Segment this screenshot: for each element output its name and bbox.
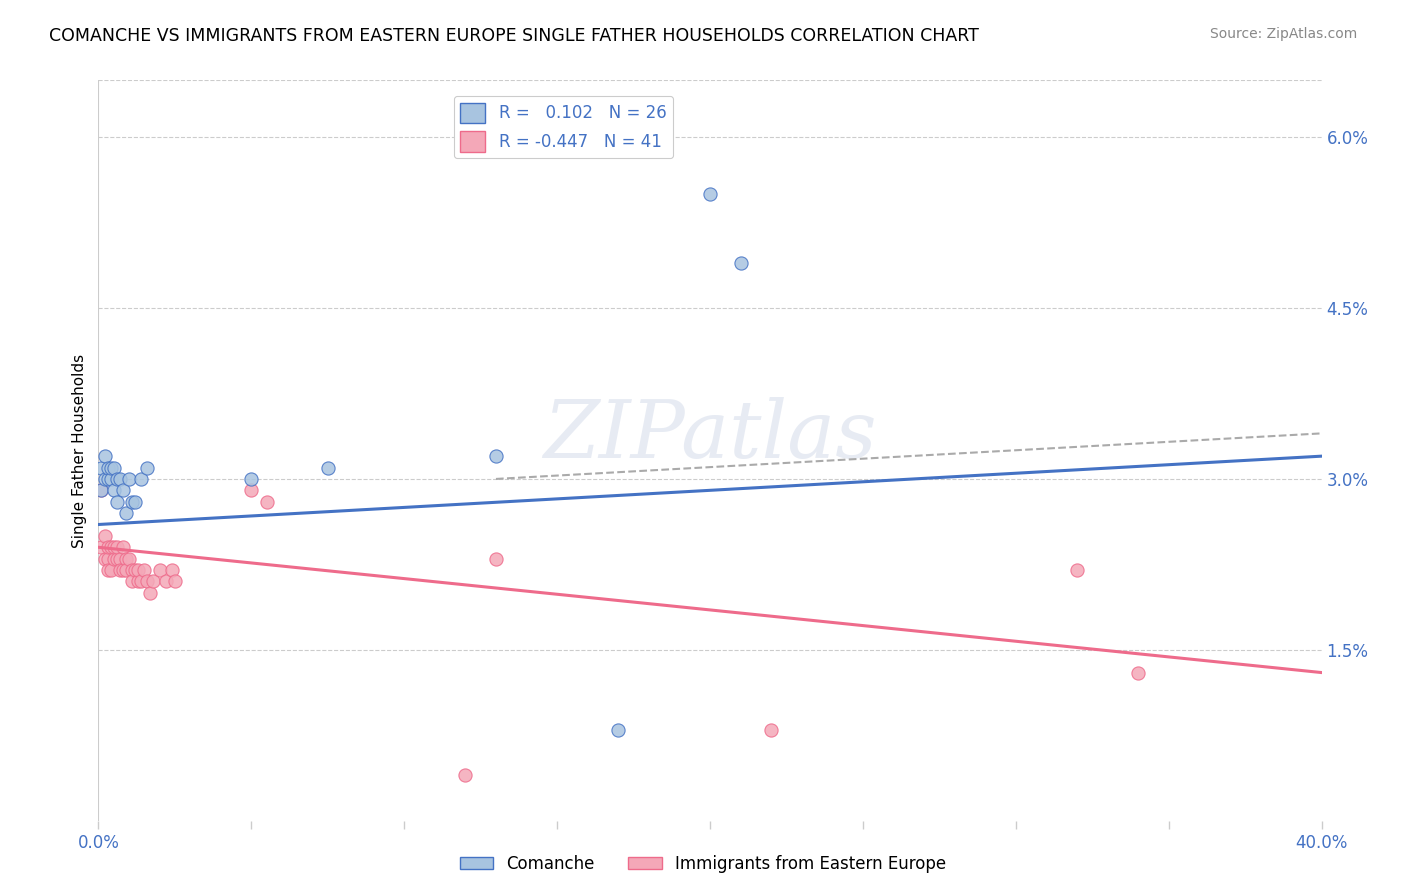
Point	[485, 449, 508, 463]
Point	[103, 483, 125, 498]
Point	[100, 563, 122, 577]
Point	[97, 551, 120, 566]
Point	[485, 551, 508, 566]
Point	[100, 541, 122, 555]
Legend: R =   0.102   N = 26, R = -0.447   N = 41: R = 0.102 N = 26, R = -0.447 N = 41	[454, 96, 673, 159]
Point	[124, 563, 146, 577]
Point	[127, 574, 149, 589]
Text: ZIPatlas: ZIPatlas	[543, 397, 877, 475]
Point	[103, 460, 125, 475]
Point	[163, 574, 186, 589]
Point	[103, 551, 125, 566]
Point	[100, 460, 122, 475]
Point	[121, 563, 143, 577]
Point	[454, 768, 477, 782]
Point	[129, 472, 152, 486]
Point	[127, 563, 149, 577]
Point	[139, 586, 162, 600]
Point	[93, 551, 115, 566]
Point	[100, 472, 122, 486]
Point	[105, 494, 128, 508]
Point	[121, 494, 143, 508]
Point	[240, 483, 263, 498]
Point	[121, 574, 143, 589]
Point	[111, 563, 134, 577]
Point	[105, 541, 128, 555]
Text: Source: ZipAtlas.com: Source: ZipAtlas.com	[1209, 27, 1357, 41]
Point	[124, 494, 146, 508]
Point	[607, 723, 630, 737]
Point	[136, 460, 159, 475]
Text: COMANCHE VS IMMIGRANTS FROM EASTERN EUROPE SINGLE FATHER HOUSEHOLDS CORRELATION : COMANCHE VS IMMIGRANTS FROM EASTERN EURO…	[49, 27, 979, 45]
Point	[93, 529, 115, 543]
Point	[90, 541, 112, 555]
Point	[105, 472, 128, 486]
Y-axis label: Single Father Households: Single Father Households	[72, 353, 87, 548]
Point	[1066, 563, 1088, 577]
Point	[90, 460, 112, 475]
Point	[155, 574, 177, 589]
Point	[105, 551, 128, 566]
Point	[108, 472, 131, 486]
Point	[115, 506, 138, 520]
Point	[136, 574, 159, 589]
Point	[142, 574, 165, 589]
Point	[129, 574, 152, 589]
Legend: Comanche, Immigrants from Eastern Europe: Comanche, Immigrants from Eastern Europe	[453, 848, 953, 880]
Point	[90, 483, 112, 498]
Point	[160, 563, 183, 577]
Point	[759, 723, 782, 737]
Point	[97, 563, 120, 577]
Point	[316, 460, 339, 475]
Point	[111, 541, 134, 555]
Point	[97, 541, 120, 555]
Point	[93, 472, 115, 486]
Point	[108, 563, 131, 577]
Point	[97, 472, 120, 486]
Point	[118, 551, 141, 566]
Point	[97, 460, 120, 475]
Point	[108, 551, 131, 566]
Point	[699, 187, 721, 202]
Point	[118, 472, 141, 486]
Point	[115, 563, 138, 577]
Point	[115, 551, 138, 566]
Point	[149, 563, 172, 577]
Point	[103, 541, 125, 555]
Point	[240, 472, 263, 486]
Point	[1128, 665, 1150, 680]
Point	[730, 255, 752, 269]
Point	[93, 449, 115, 463]
Point	[90, 483, 112, 498]
Point	[134, 563, 156, 577]
Point	[256, 494, 278, 508]
Point	[111, 483, 134, 498]
